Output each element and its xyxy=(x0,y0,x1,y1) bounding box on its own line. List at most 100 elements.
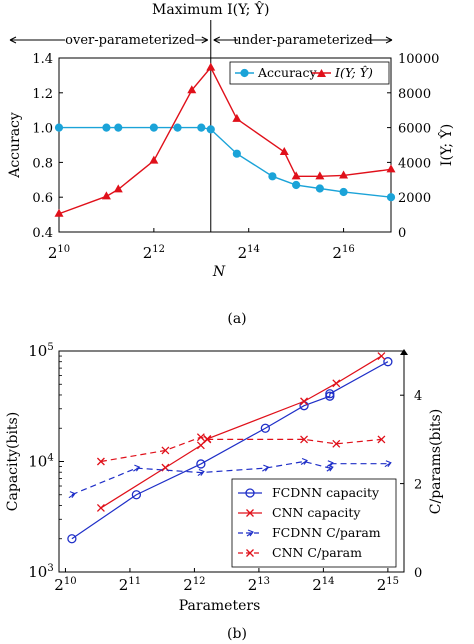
y-tick-label: 0.8 xyxy=(32,156,53,171)
data-point-fcdnn-cparam xyxy=(326,464,334,472)
y2-tick-label: 4 xyxy=(414,389,422,404)
data-point-accuracy xyxy=(102,123,111,132)
data-point-accuracy xyxy=(315,184,324,193)
data-point-fcdnn-capacity xyxy=(325,391,335,401)
legend-marker xyxy=(317,69,326,77)
data-point-mi xyxy=(279,146,289,155)
under-parameterized-label: under-parameterized xyxy=(233,33,373,48)
y-tick-label: 105 xyxy=(28,342,53,360)
x-tick-label: 210 xyxy=(48,244,70,262)
chart-a: 0.4 0.6 0.8 1.0 1.2 1.4 0 2000 4000 6000 8000 10000… xyxy=(7,0,455,327)
panel-label-b: (b) xyxy=(227,626,247,642)
data-point-accuracy xyxy=(173,123,182,132)
data-point-accuracy xyxy=(339,187,348,197)
data-point-accuracy xyxy=(206,125,215,134)
data-point-mi xyxy=(206,62,216,71)
data-point-accuracy xyxy=(232,149,241,158)
y2-tick-label: 2 xyxy=(414,478,422,493)
x-tick-label: 214 xyxy=(238,244,260,262)
x-tick-label: 215 xyxy=(377,576,399,594)
data-point-fcdnn-cparam xyxy=(384,460,392,468)
data-point-cnn-cparam xyxy=(96,457,105,466)
x-axis-label: Parameters xyxy=(179,598,261,614)
legend-box xyxy=(229,61,390,85)
y-tick-label: 103 xyxy=(28,563,53,581)
data-point-mi xyxy=(339,170,349,179)
y-tick-label: 0.6 xyxy=(32,191,53,206)
data-point-fcdnn-cparam xyxy=(133,464,141,472)
y-tick-label: 1.0 xyxy=(32,122,53,137)
axis-corner-arrow xyxy=(400,349,408,355)
data-point-mi xyxy=(113,184,123,193)
data-point-accuracy xyxy=(386,193,396,202)
data-point-accuracy xyxy=(54,123,64,132)
panel-label-a: (a) xyxy=(227,311,246,327)
y2-tick-label: 10000 xyxy=(398,52,439,67)
x-axis-label: N xyxy=(212,264,226,280)
data-point-accuracy xyxy=(292,180,301,190)
data-point-mi xyxy=(187,85,197,94)
max-mi-label: Maximum I(Y; Ŷ) xyxy=(152,0,269,18)
data-point-cnn-cparam xyxy=(300,435,309,444)
data-point-cnn-cparam xyxy=(203,435,212,444)
y2-tick-label: 0 xyxy=(398,226,406,241)
y2-tick-label: 2000 xyxy=(398,191,431,206)
data-point-fcdnn-capacity xyxy=(383,357,393,367)
data-point-fcdnn-cparam xyxy=(68,491,76,499)
data-point-fcdnn-capacity xyxy=(131,490,142,500)
y-tick-label: 104 xyxy=(28,453,53,471)
legend-label-fcdnn-capacity: FCDNN capacity xyxy=(272,485,380,500)
data-point-mi xyxy=(291,171,301,180)
legend-box xyxy=(231,478,397,568)
region-arrow-head xyxy=(213,36,220,44)
legend-label-cnn-capacity: CNN capacity xyxy=(272,505,361,520)
region-arrow-head xyxy=(385,36,393,44)
over-parameterized-label: over-parameterized xyxy=(65,33,195,48)
data-point-cnn-capacity xyxy=(377,352,386,361)
legend-marker xyxy=(245,488,255,498)
series-line-accuracy xyxy=(59,126,392,198)
y-axis-label: Accuracy xyxy=(7,112,23,179)
data-point-fcdnn-cparam xyxy=(326,460,334,468)
data-point-mi xyxy=(54,208,64,217)
y2-tick-label: 8000 xyxy=(398,87,431,102)
legend-marker xyxy=(246,529,254,537)
legend-label-mi: I(Y; Ŷ) xyxy=(334,65,373,80)
data-point-fcdnn-capacity xyxy=(67,534,77,544)
y2-axis-label: C/params(bits) xyxy=(428,409,444,514)
data-point-fcdnn-cparam xyxy=(262,464,270,472)
legend-marker xyxy=(240,68,249,78)
region-arrow-head xyxy=(9,36,17,44)
legend-label-cnn-cparam: CNN C/param xyxy=(272,545,362,560)
data-point-mi xyxy=(101,191,111,200)
legend-marker xyxy=(246,509,254,517)
data-point-fcdnn-capacity xyxy=(260,423,271,433)
legend-marker xyxy=(246,549,254,557)
data-point-mi xyxy=(386,164,396,173)
data-point-accuracy xyxy=(268,172,277,181)
data-point-cnn-capacity xyxy=(300,397,309,406)
data-point-fcdnn-cparam xyxy=(197,469,205,477)
y-tick-label: 1.2 xyxy=(32,87,53,102)
legend: FCDNN capacity CNN capacity FCDNN C/param C… xyxy=(231,478,397,568)
plot-frame xyxy=(58,57,392,233)
data-point-accuracy xyxy=(149,123,158,132)
data-point-cnn-capacity xyxy=(96,503,105,512)
series-line-fcdnn-cparam xyxy=(71,460,388,496)
y-tick-label: 0.4 xyxy=(32,226,53,241)
data-point-mi xyxy=(149,155,159,164)
data-point-cnn-cparam xyxy=(332,439,341,448)
chart-b: 103 104 105 0 2 4 210 211 212 213 214 215 Parameters… xyxy=(5,342,444,642)
y2-tick-label: 4000 xyxy=(398,156,431,171)
data-point-cnn-capacity xyxy=(196,441,205,450)
data-point-accuracy xyxy=(114,123,123,132)
data-point-mi xyxy=(315,171,325,180)
x-tick-label: 211 xyxy=(119,576,141,594)
x-tick-label: 212 xyxy=(183,576,205,594)
region-arrow-head xyxy=(201,36,208,44)
data-point-fcdnn-cparam xyxy=(300,457,308,465)
data-point-fcdnn-capacity xyxy=(196,459,206,469)
data-point-cnn-cparam xyxy=(377,435,386,444)
legend-label-fcdnn-cparam: FCDNN C/param xyxy=(272,525,381,540)
